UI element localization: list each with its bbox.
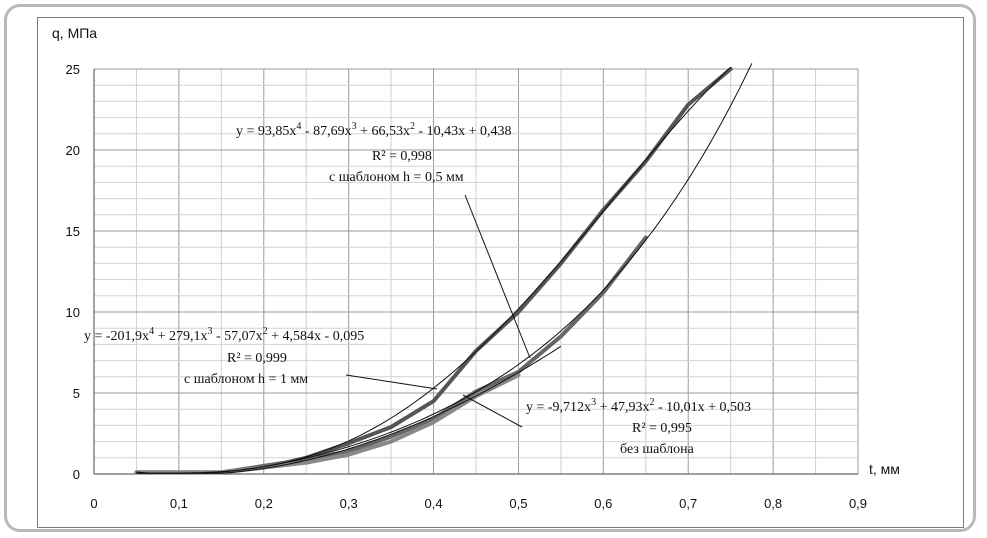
y-tick-label: 15 [66, 224, 80, 239]
leader-line-1 [464, 194, 531, 359]
annotation-3: y = -9,712x3 + 47,93x2 - 10,01x + 0,503 … [526, 397, 751, 457]
annotation-leaders [345, 194, 531, 428]
equation-2: y = -201,9x4 + 279,1x3 - 57,07x2 + 4,584… [84, 326, 364, 344]
annotation-label-3: без шаблона [620, 442, 695, 457]
x-tick-label: 0,6 [594, 496, 612, 511]
y-tick-label: 20 [66, 143, 80, 158]
x-tick-label: 0,4 [425, 496, 443, 511]
trendline-3 [136, 345, 562, 474]
equation-1: y = 93,85x4 - 87,69x3 + 66,53x2 - 10,43x… [236, 121, 512, 139]
leader-line-3 [462, 394, 523, 428]
chart-area [37, 17, 964, 528]
x-tick-label: 0 [90, 496, 97, 511]
r2-2: R² = 0,999 [227, 351, 287, 366]
y-tick-label: 10 [66, 305, 80, 320]
y-tick-label: 0 [73, 467, 80, 482]
x-tick-label: 0,3 [340, 496, 358, 511]
grid-lines [93, 68, 859, 475]
r2-1: R² = 0,998 [372, 149, 432, 164]
leader-line-2 [345, 374, 438, 390]
annotation-1: y = 93,85x4 - 87,69x3 + 66,53x2 - 10,43x… [236, 121, 512, 185]
annotation-label-2: с шаблоном h = 1 мм [184, 372, 308, 387]
y-tick-label: 25 [66, 62, 80, 77]
x-axis-label: t, мм [869, 461, 900, 477]
r2-3: R² = 0,995 [632, 421, 692, 436]
x-tick-label: 0,2 [255, 496, 273, 511]
x-tick-label: 0,9 [849, 496, 867, 511]
y-tick-label: 5 [73, 386, 80, 401]
annotation-label-1: с шаблоном h = 0,5 мм [329, 170, 464, 185]
equation-3: y = -9,712x3 + 47,93x2 - 10,01x + 0,503 [526, 397, 751, 415]
x-tick-label: 0,1 [170, 496, 188, 511]
y-axis-label: q, МПа [52, 25, 97, 41]
x-tick-label: 0,5 [509, 496, 527, 511]
x-tick-label: 0,8 [764, 496, 782, 511]
x-tick-label: 0,7 [679, 496, 697, 511]
tick-labels: 0 0,1 0,2 0,3 0,4 0,5 0,6 0,7 0,8 0,9 0 5 10 15 20 25 [66, 62, 868, 511]
annotation-2: y = -201,9x4 + 279,1x3 - 57,07x2 + 4,584… [84, 326, 364, 387]
